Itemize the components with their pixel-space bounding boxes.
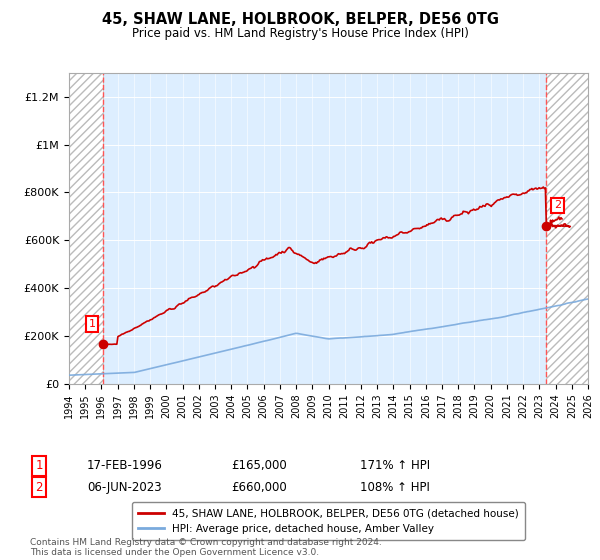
Text: Contains HM Land Registry data © Crown copyright and database right 2024.
This d: Contains HM Land Registry data © Crown c… [30,538,382,557]
Text: 45, SHAW LANE, HOLBROOK, BELPER, DE56 0TG: 45, SHAW LANE, HOLBROOK, BELPER, DE56 0T… [101,12,499,27]
Text: 108% ↑ HPI: 108% ↑ HPI [360,480,430,494]
Bar [69,73,103,384]
Legend: 45, SHAW LANE, HOLBROOK, BELPER, DE56 0TG (detached house), HPI: Average price, : 45, SHAW LANE, HOLBROOK, BELPER, DE56 0T… [131,502,526,540]
Text: 2: 2 [35,480,43,494]
Text: 17-FEB-1996: 17-FEB-1996 [87,459,163,473]
Text: 06-JUN-2023: 06-JUN-2023 [87,480,161,494]
Text: 1: 1 [35,459,43,473]
Text: £660,000: £660,000 [231,480,287,494]
Bar [547,73,588,384]
Text: Price paid vs. HM Land Registry's House Price Index (HPI): Price paid vs. HM Land Registry's House … [131,27,469,40]
Text: 2: 2 [554,200,561,211]
Text: 1: 1 [89,319,95,329]
Text: 171% ↑ HPI: 171% ↑ HPI [360,459,430,473]
Text: £165,000: £165,000 [231,459,287,473]
